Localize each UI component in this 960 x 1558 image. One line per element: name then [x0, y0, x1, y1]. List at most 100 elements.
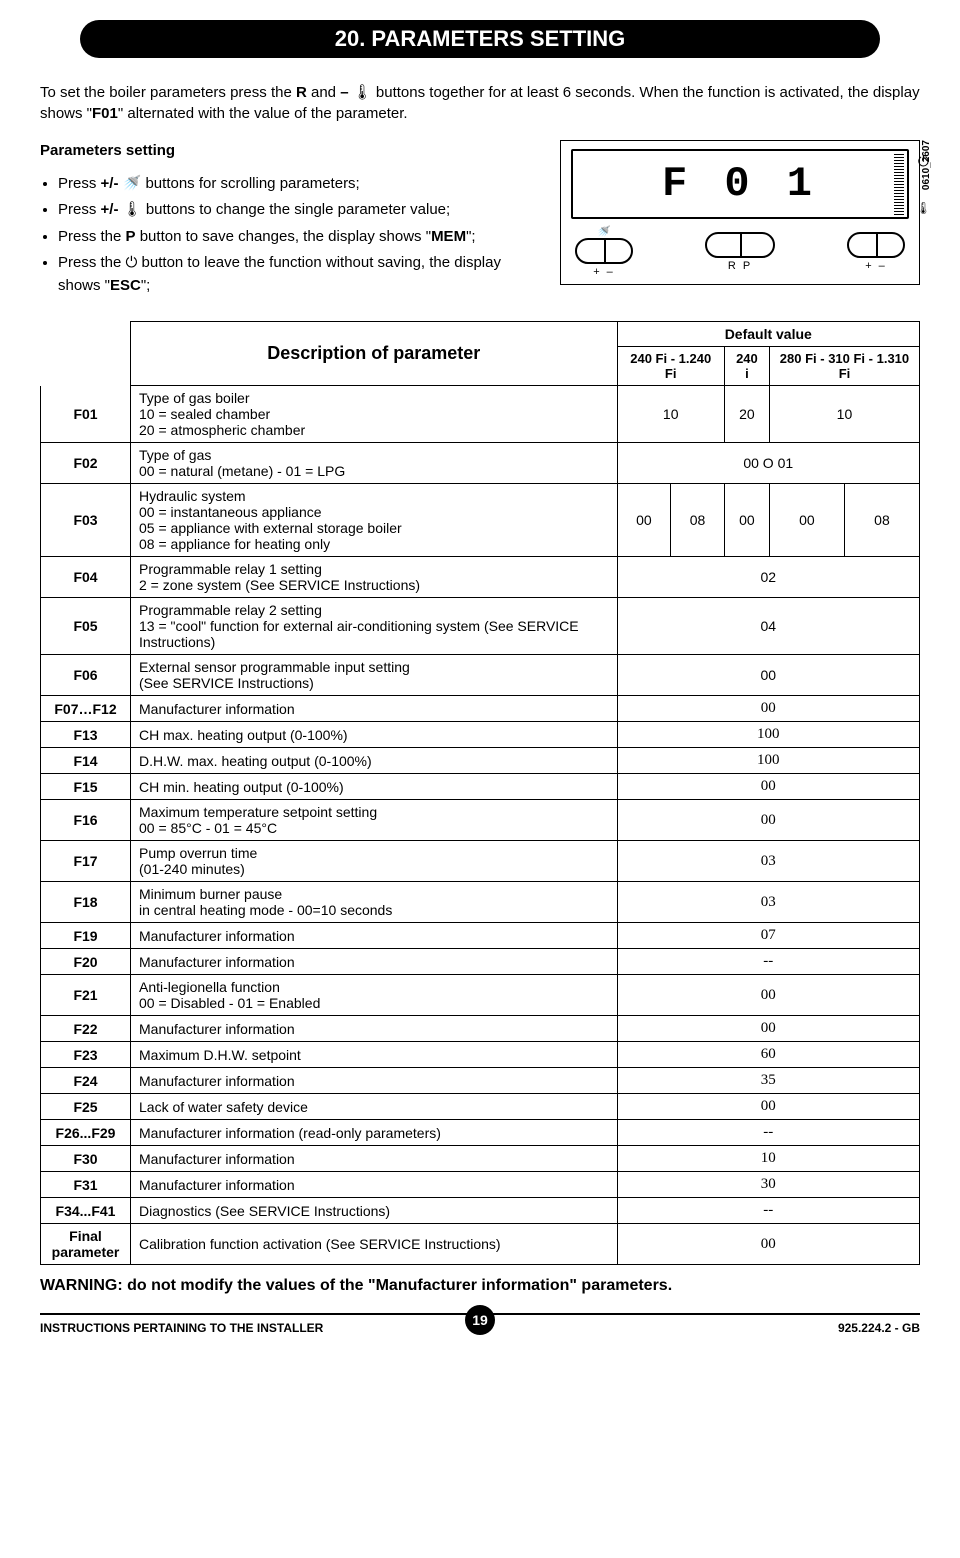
param-value: 08	[844, 484, 919, 557]
table-row: F21Anti-legionella function00 = Disabled…	[41, 975, 920, 1016]
param-description: Manufacturer information	[131, 1172, 618, 1198]
boiler-display-figure: F 0 1 ⏻ 🌡 🚿 + – R P	[560, 140, 920, 285]
param-description: D.H.W. max. heating output (0-100%)	[131, 748, 618, 774]
param-description: Manufacturer information	[131, 1068, 618, 1094]
param-code: F25	[41, 1094, 131, 1120]
param-value: 00	[617, 975, 919, 1016]
mid-pill-label: R P	[728, 260, 752, 272]
table-row: F26...F29Manufacturer information (read-…	[41, 1120, 920, 1146]
table-row: F25Lack of water safety device00	[41, 1094, 920, 1120]
screen-hatch	[894, 154, 904, 218]
col-description: Description of parameter	[131, 322, 618, 386]
col-240i: 240 i	[724, 347, 769, 386]
parameters-table: Description of parameter Default value 2…	[40, 321, 920, 1265]
table-row: F17Pump overrun time(01-240 minutes)03	[41, 841, 920, 882]
settings-subheading: Parameters setting	[40, 140, 536, 163]
param-code: F24	[41, 1068, 131, 1094]
param-value: --	[617, 1120, 919, 1146]
table-row: F20Manufacturer information--	[41, 949, 920, 975]
param-description: Maximum D.H.W. setpoint	[131, 1042, 618, 1068]
param-value: --	[617, 949, 919, 975]
param-description: Type of gas boiler10 = sealed chamber20 …	[131, 386, 618, 443]
param-value: 03	[617, 882, 919, 923]
table-row: F03Hydraulic system00 = instantaneous ap…	[41, 484, 920, 557]
bullet-item: Press the ⏻ button to leave the function…	[58, 252, 536, 297]
param-value: 04	[617, 598, 919, 655]
param-value: 07	[617, 923, 919, 949]
param-value: 00	[617, 1094, 919, 1120]
param-description: CH min. heating output (0-100%)	[131, 774, 618, 800]
table-row: F23Maximum D.H.W. setpoint60	[41, 1042, 920, 1068]
param-description: Manufacturer information	[131, 949, 618, 975]
param-description: Manufacturer information	[131, 696, 618, 722]
param-code: F31	[41, 1172, 131, 1198]
footer-left: INSTRUCTIONS PERTAINING TO THE INSTALLER	[40, 1321, 323, 1335]
table-row: F30Manufacturer information10	[41, 1146, 920, 1172]
table-row: F15CH min. heating output (0-100%)00	[41, 774, 920, 800]
bullet-item: Press +/- 🚿 buttons for scrolling parame…	[58, 173, 536, 196]
shower-icon: 🚿	[597, 225, 611, 238]
col-280fi: 280 Fi - 310 Fi - 1.310 Fi	[769, 347, 919, 386]
lcd-text: F 0 1	[662, 160, 818, 208]
lcd-screen: F 0 1 ⏻ 🌡	[571, 149, 909, 219]
param-code: F23	[41, 1042, 131, 1068]
param-value: 100	[617, 722, 919, 748]
param-description: Anti-legionella function00 = Disabled - …	[131, 975, 618, 1016]
table-row: F01Type of gas boiler10 = sealed chamber…	[41, 386, 920, 443]
param-description: Programmable relay 1 setting2 = zone sys…	[131, 557, 618, 598]
radiator-icon: 🌡	[916, 201, 931, 215]
param-code: F22	[41, 1016, 131, 1042]
section-title: 20. PARAMETERS SETTING	[80, 20, 880, 58]
settings-bullet-list: Press +/- 🚿 buttons for scrolling parame…	[40, 173, 536, 298]
param-code: F02	[41, 443, 131, 484]
param-value: 35	[617, 1068, 919, 1094]
param-description: Type of gas00 = natural (metane) - 01 = …	[131, 443, 618, 484]
param-value: 02	[617, 557, 919, 598]
param-code: F15	[41, 774, 131, 800]
page-number: 19	[465, 1305, 495, 1335]
param-code: F17	[41, 841, 131, 882]
param-description: Manufacturer information (read-only para…	[131, 1120, 618, 1146]
table-row: F18Minimum burner pausein central heatin…	[41, 882, 920, 923]
table-row: F06External sensor programmable input se…	[41, 655, 920, 696]
warning-text: WARNING: WARNING: do not modify the valu…	[40, 1277, 920, 1295]
param-code: F19	[41, 923, 131, 949]
table-row: F16Maximum temperature setpoint setting0…	[41, 800, 920, 841]
param-code: F14	[41, 748, 131, 774]
param-value: 20	[724, 386, 769, 443]
param-code: F03	[41, 484, 131, 557]
param-code: F21	[41, 975, 131, 1016]
col-240fi: 240 Fi - 1.240 Fi	[617, 347, 724, 386]
param-value: 00 O 01	[617, 443, 919, 484]
param-value: 30	[617, 1172, 919, 1198]
param-value: 00	[617, 800, 919, 841]
param-code: Final parameter	[41, 1224, 131, 1265]
param-code: F13	[41, 722, 131, 748]
param-value: 00	[617, 774, 919, 800]
param-value: 08	[671, 484, 725, 557]
right-pill-button	[847, 232, 905, 258]
intro-paragraph: To set the boiler parameters press the R…	[40, 82, 920, 124]
bullet-item: Press +/- 🌡 buttons to change the single…	[58, 199, 536, 222]
table-row: F13CH max. heating output (0-100%)100	[41, 722, 920, 748]
footer-right: 925.224.2 - GB	[838, 1321, 920, 1335]
table-row: F31Manufacturer information30	[41, 1172, 920, 1198]
param-description: Calibration function activation (See SER…	[131, 1224, 618, 1265]
param-value: 00	[617, 1016, 919, 1042]
param-description: Hydraulic system00 = instantaneous appli…	[131, 484, 618, 557]
param-value: --	[617, 1198, 919, 1224]
power-icon: ⏻	[918, 153, 929, 170]
param-value: 00	[769, 484, 844, 557]
param-description: Lack of water safety device	[131, 1094, 618, 1120]
param-description: Diagnostics (See SERVICE Instructions)	[131, 1198, 618, 1224]
param-value: 60	[617, 1042, 919, 1068]
param-description: Pump overrun time(01-240 minutes)	[131, 841, 618, 882]
param-code: F20	[41, 949, 131, 975]
table-row: F19Manufacturer information07	[41, 923, 920, 949]
col-default: Default value	[617, 322, 919, 347]
param-value: 00	[617, 655, 919, 696]
table-row: F05Programmable relay 2 setting13 = "coo…	[41, 598, 920, 655]
param-value: 10	[769, 386, 919, 443]
table-row: F04Programmable relay 1 setting2 = zone …	[41, 557, 920, 598]
param-value: 100	[617, 748, 919, 774]
